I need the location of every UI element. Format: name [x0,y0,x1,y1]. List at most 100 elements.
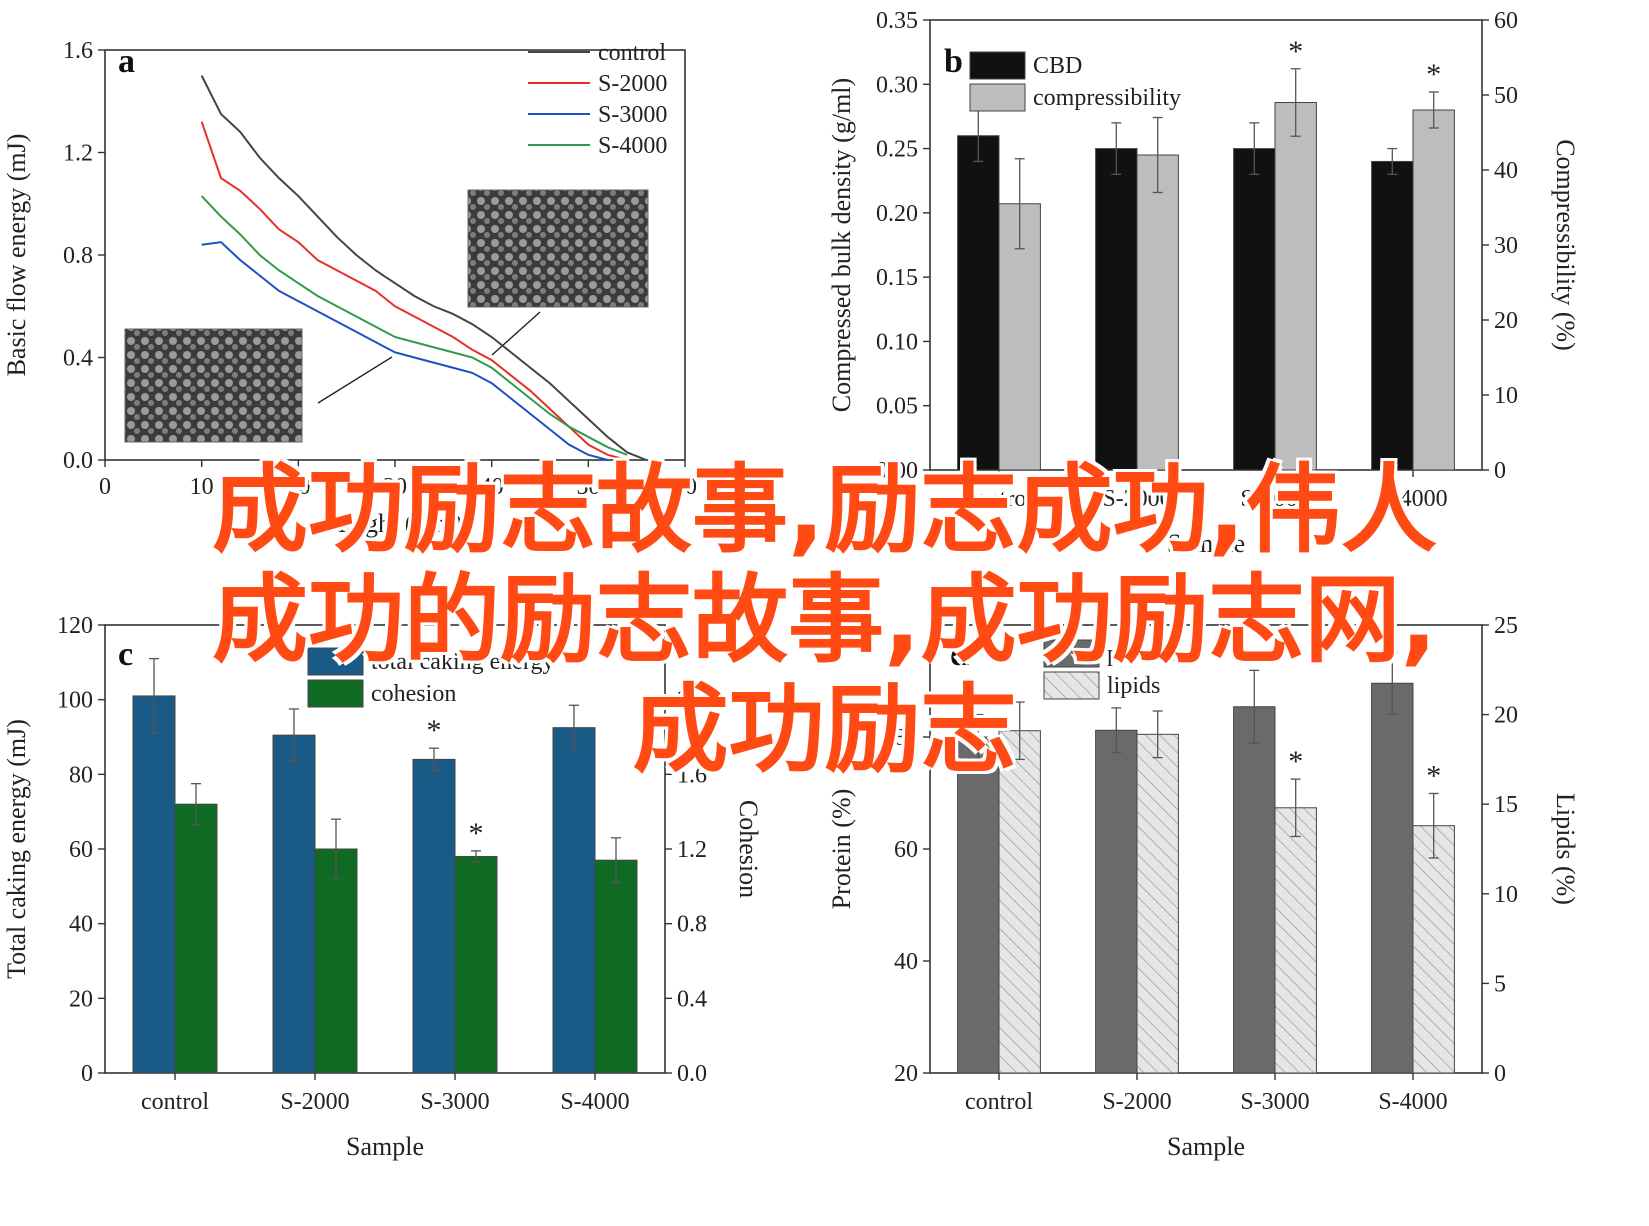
y2-axis-tick-label: 30 [1494,233,1518,259]
bar-CBD [1233,148,1276,471]
y2-axis-tick-label: 25 [1494,613,1518,639]
y-axis-tick-label: 0.0 [63,448,93,474]
x-axis-tick-label: 50 [576,474,600,500]
bar-lipids [1274,807,1317,1074]
bar-lipids [1136,733,1179,1074]
legend-label: S-4000 [598,133,667,159]
series-line-control [200,75,647,461]
significance-star: * [427,714,442,747]
x-axis-tick-label: 20 [286,474,310,500]
x-axis-tick-label: S-2000 [1102,1089,1171,1115]
y2-axis-tick-label: 0.8 [677,912,707,938]
x-axis-tick-label: control [141,1089,209,1115]
significance-star: * [1426,759,1441,792]
y-axis-tick-label: 0.15 [876,265,918,291]
bar-CBD [1095,148,1138,471]
y-axis-title: Compressed bulk density (g/ml) [827,78,856,412]
y-axis-tick-label: 0.20 [876,201,918,227]
y-axis-tick-label: 0.35 [876,8,918,34]
y-axis-title: Basic flow energy (mJ) [2,134,31,377]
legend-swatch [969,51,1026,80]
y2-axis-tick-label: 10 [1494,882,1518,908]
y-axis-tick-label: 100 [57,688,93,714]
legend-label: lipids [1107,673,1160,699]
y-axis-tick-label: 0.30 [876,72,918,98]
y2-axis-tick-label: 10 [1494,383,1518,409]
legend-label: total caking energy [371,649,555,675]
panel-letter: c [118,636,133,673]
bar-total-caking-energy [412,758,456,1074]
x-axis-tick-label: S-4000 [1378,1089,1447,1115]
bar-total-caking-energy [272,734,316,1074]
bar-lipids [998,730,1041,1074]
y2-axis-tick-label: 20 [1494,308,1518,334]
x-axis-tick-label: 60 [673,474,697,500]
y-axis-tick-label: 0.10 [876,329,918,355]
significance-star: * [469,817,484,850]
y-axis-tick-label: 1.2 [63,141,93,167]
y-axis-tick-label: 20 [894,1061,918,1087]
x-axis-tick-label: S-2000 [1102,486,1171,512]
y-axis-tick-label: 40 [69,912,93,938]
bar-total-caking-energy [132,695,176,1074]
bar-protein [1371,682,1414,1074]
y2-axis-tick-label: 1.6 [677,762,707,788]
significance-star: * [1288,745,1303,778]
x-axis-tick-label: S-3000 [1240,486,1309,512]
legend-swatch [307,679,364,708]
panel-letter: d [950,636,969,673]
y-axis-tick-label: 0.4 [63,346,93,372]
x-axis-title: Sample [1167,529,1245,558]
x-axis-tick-label: control [965,486,1033,512]
x-axis-title: Sample [346,1132,424,1161]
x-axis-tick-label: S-4000 [560,1089,629,1115]
legend-swatch [1043,671,1100,700]
significance-star: * [1288,35,1303,68]
y2-axis-tick-label: 5 [1494,971,1506,997]
y-axis-tick-label: 0.8 [63,243,93,269]
series-line-S-4000 [200,195,628,456]
x-axis-tick-label: 30 [383,474,407,500]
x-axis-tick-label: 10 [190,474,214,500]
panel-c: c 0 20 40 60 80 100 120 Total caking energy (mJ)… [2,613,763,1161]
y2-axis-tick-label: 1.2 [677,837,707,863]
y2-axis-tick-label: 40 [1494,158,1518,184]
y2-axis-title: Cohesion [734,800,763,898]
legend-swatch [1043,639,1100,668]
panel-a: a 0.0 0.4 0.8 1.2 1.6 Basic flow energy (mJ) 0 1… [2,38,697,538]
y-axis-tick-label: 80 [69,762,93,788]
panel-d: d 20 40 60 80 Protein (%) 0 5 10 15 20 25 Lipids (%)… [827,613,1580,1161]
y-axis-tick-label: 0.00 [876,458,918,484]
sem-image-inset-1 [467,189,649,308]
y-axis-tick-label: 80 [894,725,918,751]
bar-cohesion [174,803,218,1074]
series-line-S-3000 [201,241,608,461]
panel-letter: b [944,43,963,80]
series-line-S-2000 [200,121,628,461]
y2-axis-tick-label: 0.4 [677,986,707,1012]
bar-CBD [1371,160,1414,471]
legend-swatch [969,83,1026,112]
inset-arrow-2 [491,311,541,356]
y2-axis-title: Compressibility (%) [1551,139,1580,351]
bar-compressibility [1274,102,1317,471]
y-axis-tick-label: 1.6 [63,38,93,64]
y-axis-tick-label: 60 [69,837,93,863]
bar-protein [1233,706,1276,1074]
legend-label: CBD [1033,53,1082,79]
legend-label: compressibility [1033,85,1181,111]
y-axis-title: Protein (%) [827,789,856,910]
legend-label: S-2000 [598,71,667,97]
y-axis-tick-label: 40 [894,949,918,975]
sem-image-inset-2 [124,328,303,443]
bar-cohesion [594,859,638,1074]
x-axis-tick-label: S-4000 [1378,486,1447,512]
y-axis-tick-label: 60 [894,837,918,863]
legend-label: S-3000 [598,102,667,128]
panel-letter: a [118,43,135,80]
bar-compressibility [1136,154,1179,471]
y2-axis-title: Lipids (%) [1551,793,1580,905]
x-axis-tick-label: 0 [99,474,111,500]
x-axis-tick-label: 40 [480,474,504,500]
